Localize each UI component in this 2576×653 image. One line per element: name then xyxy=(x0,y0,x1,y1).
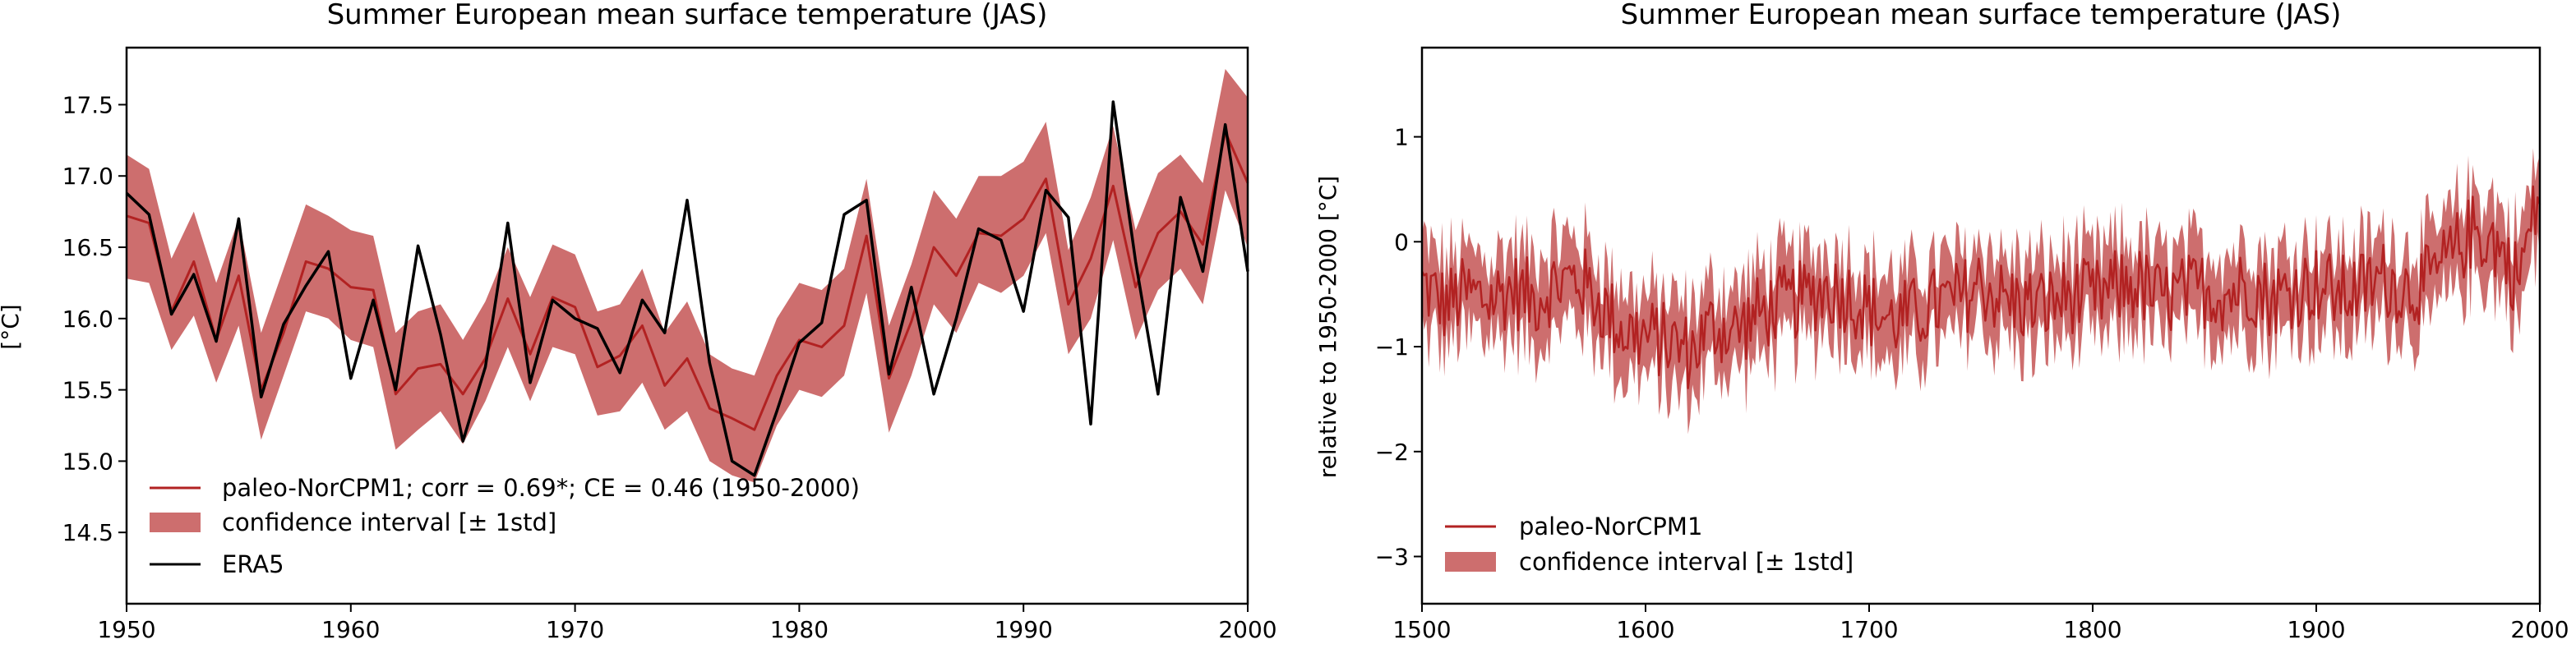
right-x-tick-label: 1600 xyxy=(1616,616,1674,643)
right-y-tick-label: 1 xyxy=(1394,124,1409,151)
left-y-axis-label: [°C] xyxy=(0,304,24,349)
left-y-tick-label: 15.0 xyxy=(62,448,113,475)
left-confidence-band xyxy=(127,69,1248,483)
left-y-tick-label: 16.5 xyxy=(62,234,113,261)
left-x-tick-label: 1950 xyxy=(97,616,155,643)
left-x-tick-label: 1970 xyxy=(546,616,604,643)
left-legend-band-label: confidence interval [± 1std] xyxy=(222,508,556,536)
left-panel: Summer European mean surface temperature… xyxy=(0,0,1277,643)
left-x-tick-label: 2000 xyxy=(1218,616,1276,643)
right-x-tick-label: 1800 xyxy=(2063,616,2121,643)
left-chart-title: Summer European mean surface temperature… xyxy=(327,0,1048,31)
left-legend: paleo-NorCPM1; corr = 0.69*; CE = 0.46 (… xyxy=(150,474,860,578)
right-legend-band-swatch xyxy=(1445,552,1496,572)
left-era5-line-group xyxy=(125,100,1249,477)
left-x-tick-label: 1960 xyxy=(321,616,380,643)
left-x-tick-label: 1980 xyxy=(770,616,829,643)
right-y-tick-label: −3 xyxy=(1375,544,1409,571)
right-confidence-band-group xyxy=(1422,148,2540,435)
right-mean-line xyxy=(1420,185,2541,389)
right-y-tick-label: 0 xyxy=(1394,228,1409,255)
left-legend-band-swatch xyxy=(150,513,201,532)
left-y-tick-label: 14.5 xyxy=(62,519,113,546)
left-legend-mean-label: paleo-NorCPM1; corr = 0.69*; CE = 0.46 (… xyxy=(222,474,860,502)
right-y-axis-label: relative to 1950-2000 [°C] xyxy=(1314,176,1341,478)
right-panel: Summer European mean surface temperature… xyxy=(1314,0,2569,643)
right-y-tick-label: −1 xyxy=(1375,333,1409,361)
right-legend-mean-label: paleo-NorCPM1 xyxy=(1519,513,1702,540)
left-mean-line-group xyxy=(126,130,1249,431)
right-confidence-band xyxy=(1422,148,2540,435)
right-x-tick-label: 1700 xyxy=(1840,616,1898,643)
right-x-tick-label: 1900 xyxy=(2287,616,2345,643)
right-y-ticks: −3 −2 −1 0 1 xyxy=(1375,124,1422,571)
left-y-tick-label: 15.5 xyxy=(62,377,113,404)
right-x-tick-label: 1500 xyxy=(1392,616,1451,643)
right-chart-title: Summer European mean surface temperature… xyxy=(1621,0,2342,31)
right-plot-frame xyxy=(1420,46,2541,605)
right-mean-line-group xyxy=(1420,185,2541,389)
left-era5-line xyxy=(125,100,1249,477)
left-confidence-band-group xyxy=(127,69,1248,483)
right-legend-band-label: confidence interval [± 1std] xyxy=(1519,548,1854,576)
right-x-tick-label: 2000 xyxy=(2510,616,2569,643)
left-x-ticks: 1950 1960 1970 1980 1990 2000 xyxy=(97,604,1277,643)
right-y-tick-label: −2 xyxy=(1375,439,1409,466)
left-plot-frame xyxy=(125,46,1249,605)
left-y-tick-label: 16.0 xyxy=(62,306,113,333)
left-y-tick-label: 17.0 xyxy=(62,163,113,190)
left-mean-line xyxy=(126,130,1249,431)
left-legend-era5-label: ERA5 xyxy=(222,550,284,578)
left-y-ticks: 14.5 15.0 15.5 16.0 16.5 17.0 17.5 xyxy=(62,91,127,546)
right-x-ticks: 1500 1600 1700 1800 1900 2000 xyxy=(1392,604,2569,643)
left-y-tick-label: 17.5 xyxy=(62,91,113,118)
right-legend: paleo-NorCPM1 confidence interval [± 1st… xyxy=(1445,513,1854,576)
left-x-tick-label: 1990 xyxy=(995,616,1053,643)
